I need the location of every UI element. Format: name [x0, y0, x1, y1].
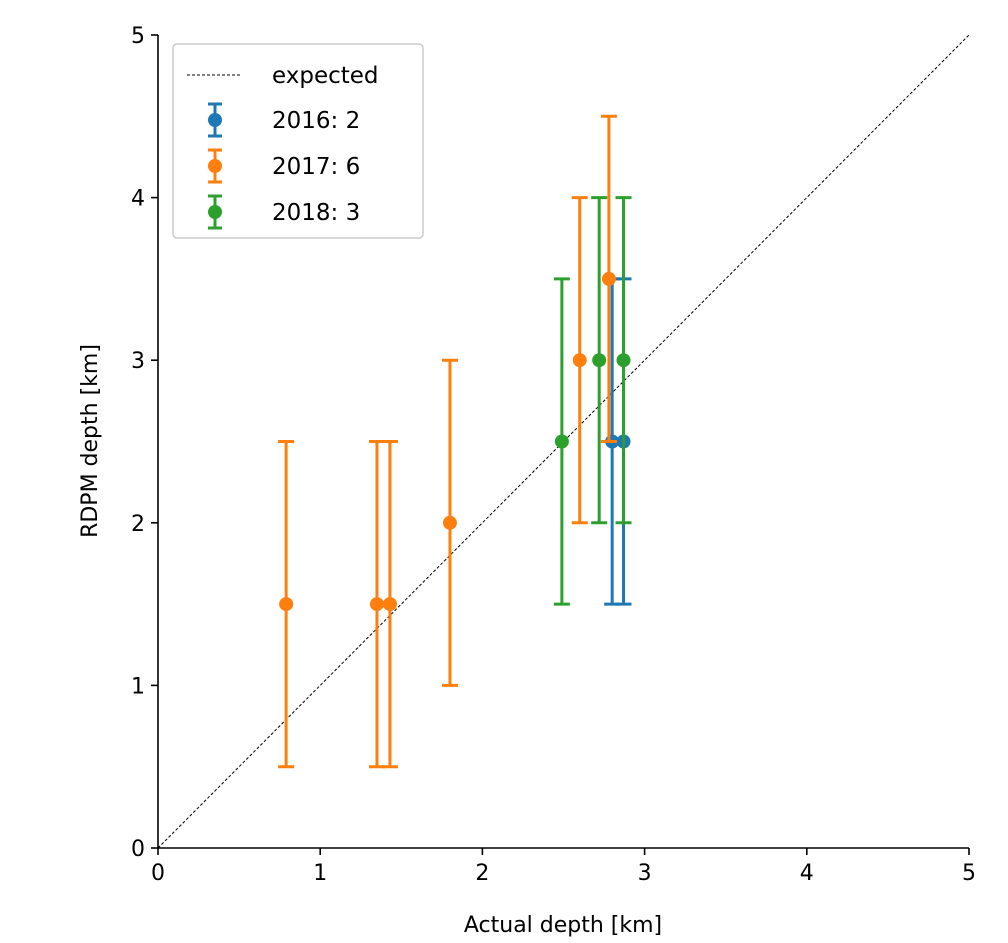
y-tick-label: 1: [131, 674, 145, 699]
y-tick-label: 3: [131, 349, 145, 374]
x-tick-label: 2: [475, 861, 489, 886]
x-tick-label: 5: [962, 861, 976, 886]
series-layer: [278, 114, 632, 769]
y-tick-label: 0: [131, 837, 145, 862]
data-point: [382, 597, 397, 612]
x-tick-label: 4: [800, 861, 814, 886]
legend-series-label: 2016: 2: [272, 108, 360, 134]
data-point: [369, 597, 384, 612]
data-point: [572, 353, 587, 368]
data-point: [442, 515, 457, 530]
x-tick-label: 1: [313, 861, 327, 886]
legend-swatch-marker: [208, 205, 222, 219]
legend-series-label: 2018: 3: [272, 200, 360, 226]
data-point: [554, 434, 569, 449]
legend-swatch-marker: [208, 113, 222, 127]
y-tick-label: 4: [131, 187, 145, 212]
data-point: [601, 271, 616, 286]
legend-box: [172, 43, 424, 239]
legend-series: 2016: 2 2017: 6 2018: 3: [208, 102, 360, 230]
legend-series-label: 2017: 6: [272, 154, 360, 180]
y-tick-label: 2: [131, 512, 145, 537]
y-tick-label: 5: [131, 24, 145, 49]
axes: [157, 35, 969, 849]
legend-swatch-marker: [208, 159, 222, 173]
expected-line: [157, 34, 970, 849]
reference-layer: [157, 34, 970, 849]
series-3: [553, 196, 632, 606]
data-point: [279, 597, 294, 612]
ticks: 0 1 2 3 4 5 0 1 2 3 4 5: [131, 24, 976, 886]
series-2: [278, 114, 617, 769]
legend-expected-label: expected: [272, 63, 379, 89]
x-tick-label: 3: [638, 861, 652, 886]
x-axis-title: Actual depth [km]: [464, 913, 662, 938]
data-point: [592, 353, 607, 368]
data-point: [616, 353, 631, 368]
x-tick-label: 0: [151, 861, 165, 886]
y-axis-title: RDPM depth [km]: [78, 344, 103, 538]
legend: expected 2016: 2 2017: 6 2018: 3: [172, 43, 424, 239]
